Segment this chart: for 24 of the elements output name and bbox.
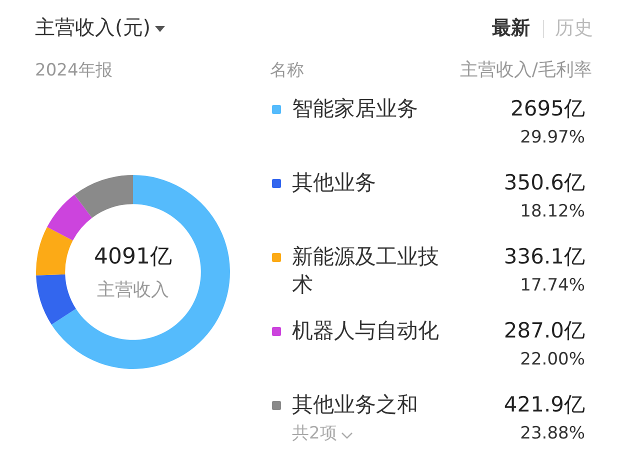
text: 共2项 xyxy=(292,423,337,444)
text: 4091亿 xyxy=(94,244,172,270)
text: 18.12% xyxy=(520,201,585,222)
legend-label: 其他业务 xyxy=(292,170,376,194)
text: 主营收入/毛利率 xyxy=(460,60,592,81)
data-label: 2695亿 xyxy=(510,96,585,120)
legend-label: 新能源及工业技术 xyxy=(292,244,439,296)
text: 17.74% xyxy=(520,275,585,296)
data-label: 350.6亿 xyxy=(504,170,585,194)
legend-label: 智能家居业务 xyxy=(292,96,418,120)
chart-title: 主营收入(元) xyxy=(35,15,151,40)
text: 主营收入 xyxy=(97,280,169,301)
data-label: 336.1亿 xyxy=(504,244,585,268)
legend-label: 机器人与自动化 xyxy=(292,318,439,342)
text: 23.88% xyxy=(520,423,585,444)
text: 29.97% xyxy=(520,127,585,148)
text: 22.00% xyxy=(520,349,585,370)
text: 历史 xyxy=(555,16,593,39)
chart-subtitle: 2024年报 xyxy=(35,60,112,80)
legend-title: 名称 xyxy=(270,60,304,80)
data-label: 421.9亿 xyxy=(504,392,585,416)
legend-label: 其他业务之和 xyxy=(292,392,418,416)
data-label: 287.0亿 xyxy=(504,318,585,342)
text: 最新 xyxy=(491,16,530,39)
